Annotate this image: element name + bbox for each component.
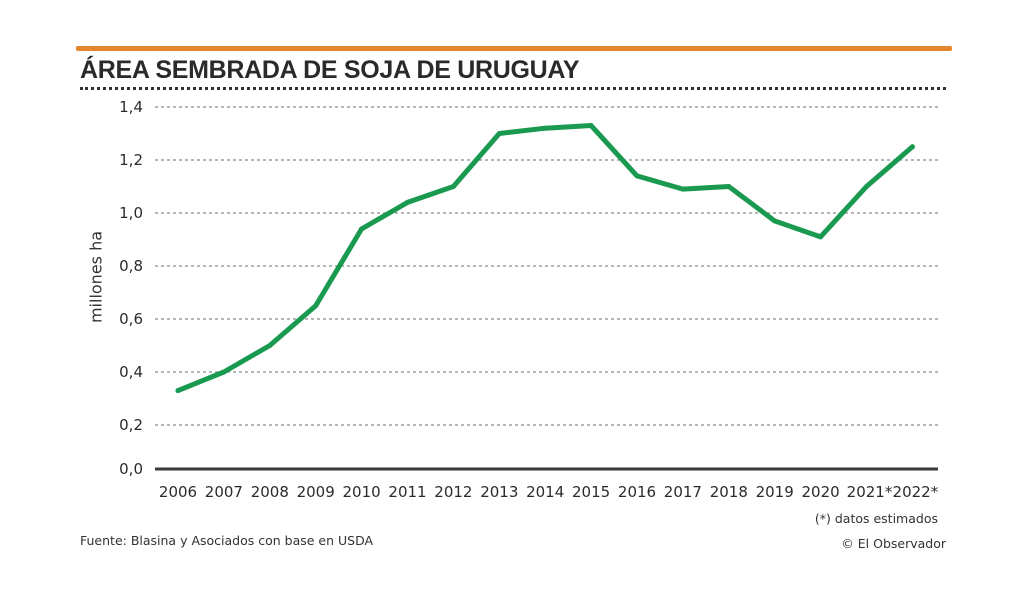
data-point [909, 144, 915, 150]
data-point [680, 186, 686, 192]
x-tick-label: 2006 [159, 483, 197, 501]
data-point [359, 226, 365, 232]
x-tick-label: 2022* [893, 483, 939, 501]
x-tick-label: 2015 [572, 483, 610, 501]
x-tick-label: 2016 [618, 483, 656, 501]
x-tick-label: 2013 [480, 483, 518, 501]
x-tick-label: 2008 [251, 483, 289, 501]
estimated-data-note: (*) datos estimados [814, 511, 938, 526]
series-line [175, 123, 915, 394]
chart-title: ÁREA SEMBRADA DE SOJA DE URUGUAY [80, 56, 580, 84]
data-point [175, 388, 181, 394]
data-point [405, 199, 410, 205]
y-tick-label: 1,0 [119, 204, 143, 222]
x-tick-label: 2019 [756, 483, 794, 501]
data-point [496, 131, 502, 136]
y-tick-label: 0,8 [119, 257, 143, 275]
y-tick-label: 1,2 [119, 151, 143, 169]
copyright-credit: © El Observador [841, 536, 946, 551]
x-tick-label: 2007 [205, 483, 243, 501]
x-tick-label: 2018 [710, 483, 748, 501]
data-point [313, 303, 319, 309]
data-point [772, 218, 778, 224]
data-point [864, 184, 869, 189]
header-accent-bar [76, 46, 952, 51]
x-tick-label: 2010 [343, 483, 381, 501]
y-tick-label: 0,2 [119, 416, 143, 434]
y-tick-label: 0,6 [119, 310, 143, 328]
gridlines [155, 106, 938, 426]
x-tick-label: 2017 [664, 483, 702, 501]
data-point [726, 184, 732, 189]
data-point [634, 173, 640, 179]
data-point [450, 184, 456, 189]
data-point [221, 369, 227, 375]
title-divider [80, 87, 946, 90]
x-tick-label: 2020 [802, 483, 840, 501]
x-tick-labels: 2006 2007 2008 2009 2010 2011 2012 2013 2014 2015… [159, 483, 939, 501]
data-point [542, 125, 548, 131]
x-tick-label: 2009 [297, 483, 335, 501]
source-caption: Fuente: Blasina y Asociados con base en … [80, 533, 374, 548]
series-group [175, 123, 915, 394]
x-tick-label: 2021* [847, 483, 893, 501]
data-point [267, 343, 273, 348]
data-point [818, 234, 824, 240]
y-tick-label: 0,0 [119, 460, 143, 478]
y-tick-labels: 0,0 0,2 0,4 0,6 0,8 1,0 1,2 1,4 [119, 98, 143, 478]
x-tick-label: 2011 [388, 483, 426, 501]
x-tick-label: 2014 [526, 483, 564, 501]
data-point [588, 123, 594, 129]
x-tick-label: 2012 [434, 483, 472, 501]
y-tick-label: 0,4 [119, 363, 143, 381]
y-tick-label: 1,4 [119, 98, 143, 116]
